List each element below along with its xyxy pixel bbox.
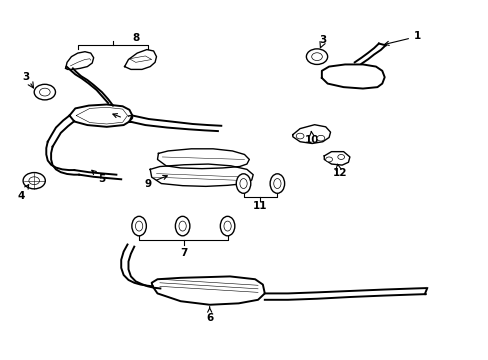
Polygon shape <box>69 104 132 127</box>
Ellipse shape <box>236 174 250 193</box>
Ellipse shape <box>220 216 234 236</box>
Text: 10: 10 <box>305 131 319 145</box>
Circle shape <box>306 49 327 64</box>
Polygon shape <box>157 149 249 168</box>
Ellipse shape <box>175 216 189 236</box>
Circle shape <box>311 53 322 60</box>
Text: 3: 3 <box>319 35 326 45</box>
Text: 9: 9 <box>144 175 167 189</box>
Polygon shape <box>324 152 349 165</box>
Text: 11: 11 <box>253 201 267 211</box>
Polygon shape <box>321 64 384 89</box>
Ellipse shape <box>132 216 146 236</box>
Circle shape <box>316 135 324 141</box>
Circle shape <box>29 177 40 185</box>
Text: 3: 3 <box>22 72 30 82</box>
Circle shape <box>325 157 332 162</box>
Circle shape <box>40 88 50 96</box>
Circle shape <box>296 133 304 139</box>
Circle shape <box>23 172 45 189</box>
Text: 8: 8 <box>132 33 139 43</box>
Polygon shape <box>150 164 253 186</box>
Polygon shape <box>124 50 156 69</box>
Text: 6: 6 <box>205 307 213 323</box>
Circle shape <box>34 84 55 100</box>
Polygon shape <box>65 52 94 69</box>
Text: 7: 7 <box>180 248 187 258</box>
Text: 5: 5 <box>92 170 105 184</box>
Text: 2: 2 <box>113 114 133 125</box>
Polygon shape <box>292 125 330 144</box>
Circle shape <box>337 154 344 159</box>
Polygon shape <box>151 276 264 305</box>
Text: 4: 4 <box>18 185 29 201</box>
Text: 1: 1 <box>384 31 420 45</box>
Text: 12: 12 <box>332 168 347 178</box>
Ellipse shape <box>269 174 284 193</box>
